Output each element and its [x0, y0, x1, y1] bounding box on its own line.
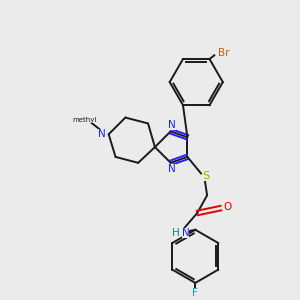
Text: Br: Br [218, 48, 229, 58]
Text: S: S [202, 171, 210, 181]
Text: O: O [224, 202, 232, 212]
Text: N: N [168, 164, 176, 174]
Text: methyl: methyl [73, 118, 97, 124]
Text: F: F [192, 288, 198, 298]
Text: H: H [172, 228, 179, 238]
Text: N: N [168, 120, 176, 130]
Text: N: N [98, 129, 106, 139]
Text: N: N [182, 228, 189, 238]
